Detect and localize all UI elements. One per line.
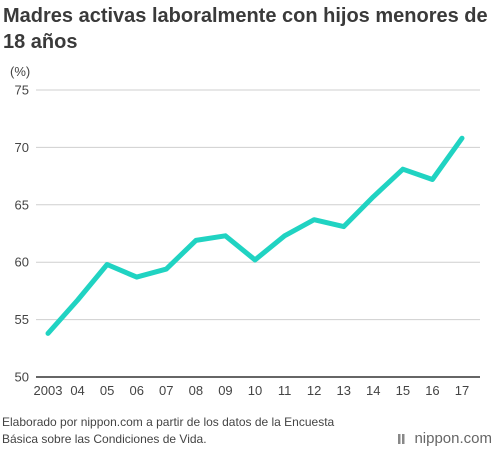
brand-name: nippon.com [414, 430, 492, 447]
unit-label: (%) [10, 64, 30, 79]
x-tick-label: 12 [307, 383, 321, 398]
series-line [45, 135, 465, 336]
x-tick-label: 16 [425, 383, 439, 398]
y-tick-label: 75 [15, 83, 29, 98]
source-note: Elaborado por nippon.com a partir de los… [2, 415, 335, 446]
x-tick-label: 09 [218, 383, 232, 398]
x-tick-label: 07 [159, 383, 173, 398]
y-tick-label: 65 [15, 197, 29, 212]
brand-mark-icon [398, 433, 405, 444]
x-tick-label: 10 [248, 383, 262, 398]
x-tick-label: 05 [100, 383, 114, 398]
y-axis-ticks: 75 70 65 60 55 50 [15, 83, 29, 385]
brand-logo[interactable]: nippon.com [398, 430, 492, 447]
x-axis-ticks: 2003 04 05 06 07 08 09 10 11 12 13 14 15 16 17 [34, 383, 470, 398]
y-tick-label: 60 [15, 255, 29, 270]
x-tick-label: 08 [189, 383, 203, 398]
chart-title: Madres activas laboralmente con hijos me… [3, 5, 488, 53]
x-tick-label: 2003 [34, 383, 63, 398]
x-tick-label: 14 [366, 383, 380, 398]
data-points [47, 138, 463, 334]
x-tick-label: 04 [70, 383, 84, 398]
y-tick-label: 50 [15, 370, 29, 385]
x-tick-label: 06 [129, 383, 143, 398]
gridlines [36, 89, 480, 378]
y-tick-label: 70 [15, 140, 29, 155]
x-tick-label: 11 [278, 383, 292, 398]
x-tick-label: 13 [336, 383, 350, 398]
x-tick-label: 15 [396, 383, 410, 398]
x-tick-label: 17 [455, 383, 469, 398]
y-tick-label: 55 [15, 312, 29, 327]
